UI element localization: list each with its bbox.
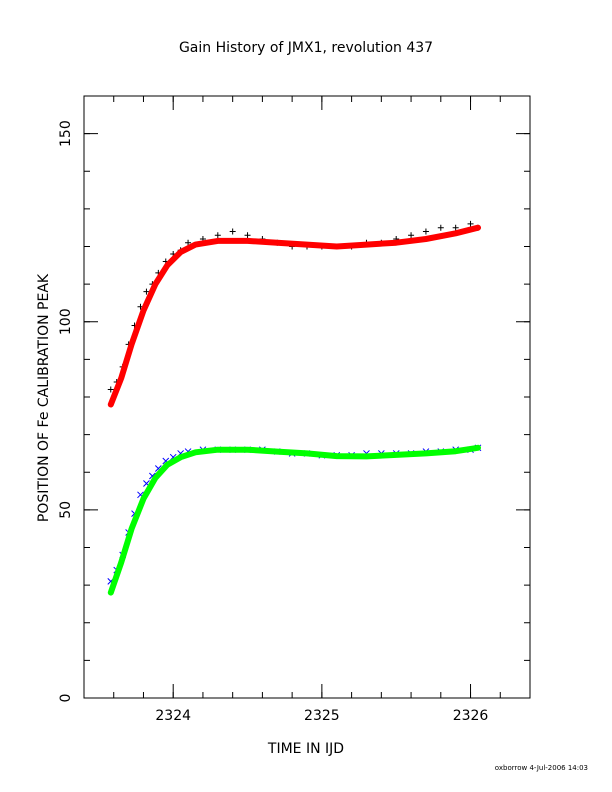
data-point [467,220,474,227]
fit-line [107,444,481,596]
data-point [185,239,192,246]
y-tick-label: 50 [58,501,74,519]
data-point [214,232,221,239]
data-point [422,228,429,235]
series-3-fit [107,444,481,596]
data-point [408,232,415,239]
fit-line [107,224,481,408]
series-1-fit [107,224,481,408]
data-point [452,224,459,231]
data-point [437,224,444,231]
y-tick-label: 150 [58,120,74,147]
footer-credit: oxborrow 4-Jul-2006 14:03 [495,764,588,772]
x-tick-label: 2324 [155,708,191,724]
x-tick-label: 2325 [304,708,340,724]
y-tick-label: 100 [58,308,74,335]
data-point [229,228,236,235]
data-point [244,232,251,239]
data-point [143,288,150,295]
chart-title: Gain History of JMX1, revolution 437 [179,40,433,56]
data-point [107,386,114,393]
y-tick-label: 0 [58,694,74,703]
x-tick-label: 2326 [453,708,489,724]
y-axis-label: POSITION OF Fe CALIBRATION PEAK [36,273,52,522]
plot-frame [83,95,531,699]
x-axis-label: TIME IN IJD [267,741,344,757]
